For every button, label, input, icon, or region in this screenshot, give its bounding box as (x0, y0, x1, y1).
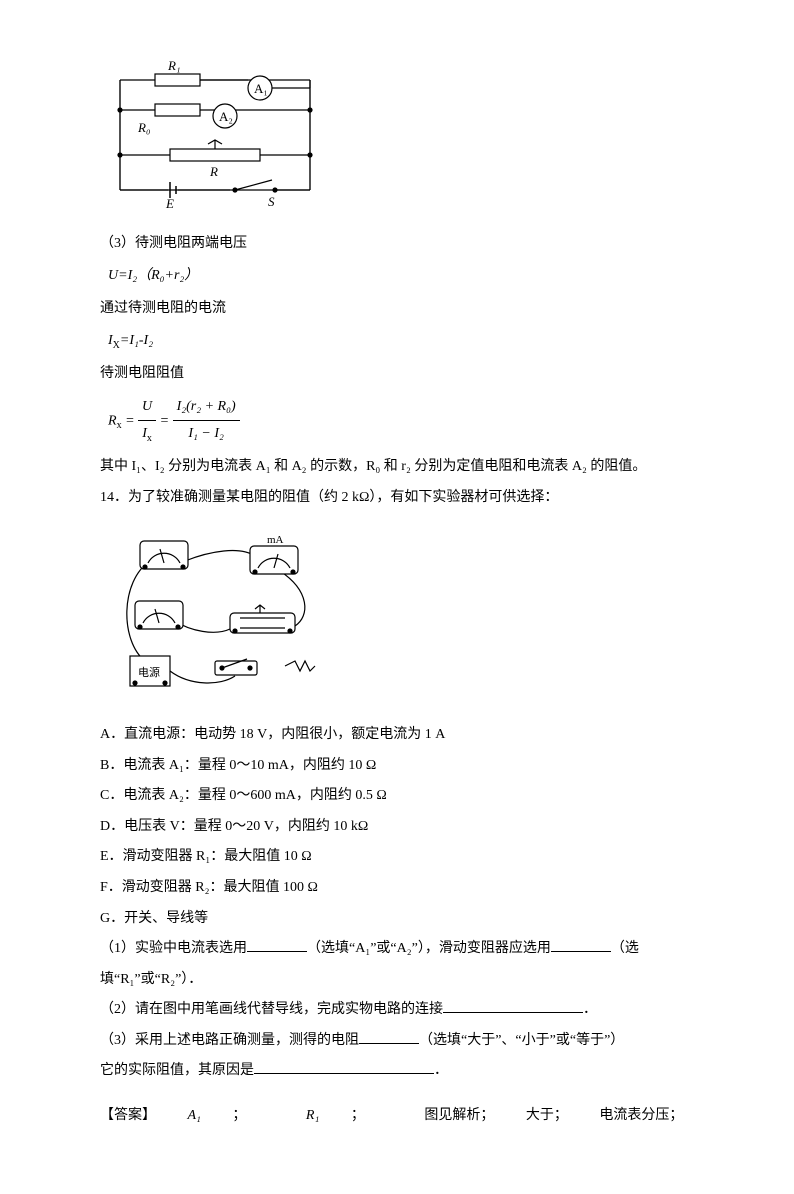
label-S: S (268, 194, 275, 209)
label-R: R (209, 164, 218, 179)
formula-Rx: Rx = U Ix = I₂(r₂ + R₀) I₁ − I₂ (108, 394, 714, 448)
sub2-b: ． (583, 1002, 597, 1017)
answer-sep1: ； (232, 1108, 246, 1123)
sub1-b: （选填“A₁”或“A₂”），滑动变阻器应选用 (307, 941, 551, 956)
Ix-rhs: I₁-I₂ (129, 333, 153, 348)
label-mA: mA (267, 534, 284, 546)
q14-sub2: （2）请在图中用笔画线代替导线，完成实物电路的连接 ． (100, 997, 714, 1024)
Rx-sub: x (117, 420, 122, 431)
frac2: I₂(r₂ + R₀) I₁ − I₂ (173, 394, 240, 448)
q14-opt-A: A．直流电源：电动势 18 V，内阻很小，额定电流为 1 A (100, 722, 714, 749)
formula-U: U=I₂（R₀+r₂） (108, 263, 714, 290)
q14-sub3c: 它的实际阻值，其原因是 ． (100, 1058, 714, 1085)
frac1: U Ix (138, 394, 156, 448)
answer-a5: 电流表分压； (599, 1108, 683, 1123)
label-Rx: R₁ (167, 60, 180, 73)
frac2-den: I₁ − I₂ (173, 421, 240, 448)
label-A2: A₂ (219, 109, 233, 124)
formula-Ix: IX=I₁-I₂ (108, 328, 714, 355)
q14-opt-C: C．电流表 A₂：量程 0～600 mA，内阻约 0.5 Ω (100, 783, 714, 810)
sec3-line1: （3）待测电阻两端电压 (100, 231, 714, 258)
sec3-line3: 待测电阻阻值 (100, 361, 714, 388)
answer-a1: A₁ (188, 1108, 201, 1123)
frac1-num: U (138, 394, 156, 422)
label-power: 电源 (138, 665, 160, 679)
label-R0: R₀ (137, 120, 150, 135)
q14-opt-B: B．电流表 A₁：量程 0～10 mA，内阻约 10 Ω (100, 753, 714, 780)
sec3-line2: 通过待测电阻的电流 (100, 296, 714, 323)
answer-a4: 大于； (526, 1108, 568, 1123)
q14-opt-D: D．电压表 V：量程 0～20 V，内阻约 10 kΩ (100, 814, 714, 841)
Rx-R: R (108, 413, 117, 428)
q14-opt-E: E．滑动变阻器 R₁：最大阻值 10 Ω (100, 844, 714, 871)
blank-wiring[interactable] (443, 998, 583, 1013)
label-A1: A₁ (254, 81, 268, 96)
answer-block: 【答案】 A₁ ； R₁ ； 图见解析； 大于； 电流表分压； (100, 1103, 714, 1130)
sub3-a: （3）采用上述电路正确测量，测得的电阻 (100, 1033, 359, 1048)
sub3-d: ． (434, 1063, 448, 1078)
U-lhs: U (108, 268, 118, 283)
blank-ammeter[interactable] (247, 937, 307, 952)
sub3-b: （选填“大于”、“小于”或“等于”） (419, 1033, 624, 1048)
sub1-c: （选 (611, 941, 639, 956)
sub2-a: （2）请在图中用笔画线代替导线，完成实物电路的连接 (100, 1002, 443, 1017)
circuit-diagram-1: R₁ R₀ R A₁ A₂ E S (100, 60, 714, 221)
q14-opt-F: F．滑动变阻器 R₂：最大阻值 100 Ω (100, 875, 714, 902)
q14-sub3: （3）采用上述电路正确测量，测得的电阻 （选填“大于”、“小于”或“等于”） (100, 1028, 714, 1055)
frac2-num: I₂(r₂ + R₀) (173, 394, 240, 422)
answer-sep2: ； (351, 1108, 365, 1123)
experiment-diagram: 电源 mA (100, 521, 714, 712)
blank-rheostat[interactable] (551, 937, 611, 952)
answer-a3: 图见解析； (424, 1108, 494, 1123)
frac1-den-sub: x (147, 433, 152, 444)
U-rhs: I₂（R₀+r₂） (128, 268, 199, 283)
sub3-c: 它的实际阻值，其原因是 (100, 1063, 254, 1078)
blank-compare[interactable] (359, 1029, 419, 1044)
Ix-sub: X (113, 340, 120, 351)
q14-sub1d: 填“R₁”或“R₂”）． (100, 967, 714, 994)
sec3-note: 其中 I₁、I₂ 分别为电流表 A₁ 和 A₂ 的示数，R₀ 和 r₂ 分别为定… (100, 454, 714, 481)
blank-reason[interactable] (254, 1059, 434, 1074)
q14-sub1: （1）实验中电流表选用 （选填“A₁”或“A₂”），滑动变阻器应选用 （选 (100, 936, 714, 963)
answer-label: 【答案】 (100, 1108, 156, 1123)
label-E: E (165, 196, 174, 210)
answer-a2: R₁ (306, 1108, 319, 1123)
q14-opt-G: G．开关、导线等 (100, 906, 714, 933)
q14-stem: 14．为了较准确测量某电阻的阻值（约 2 kΩ），有如下实验器材可供选择： (100, 485, 714, 512)
sub1-a: （1）实验中电流表选用 (100, 941, 247, 956)
